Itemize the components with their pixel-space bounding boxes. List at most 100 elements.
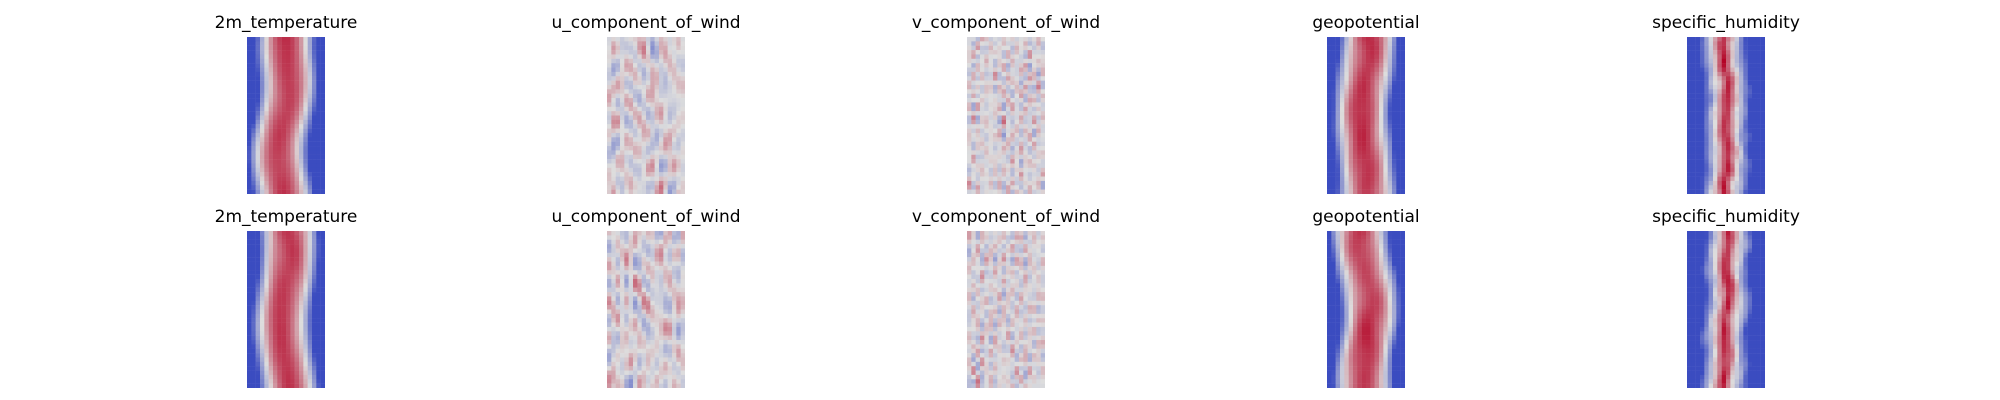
heatmap-cell [637,132,642,138]
heatmap-cell [984,132,989,138]
heatmap-cell [984,313,989,319]
heatmap-cell [607,89,612,94]
heatmap-cell [1704,150,1709,155]
heatmap-cell [268,283,274,288]
heatmap-cell [628,189,634,194]
heatmap-cell [1331,150,1336,155]
heatmap-cell [1036,318,1041,323]
heatmap-cell [659,132,664,138]
heatmap-cell [307,305,313,310]
heatmap-cell [988,137,994,142]
heatmap-cell [264,76,269,81]
heatmap-cell [967,244,972,249]
heatmap-cell [650,185,655,190]
heatmap-cell [993,98,998,103]
heatmap-cell [993,239,998,245]
heatmap-cell [672,300,677,306]
heatmap-cell [676,71,681,77]
heatmap-cell [316,326,321,332]
heatmap-cell [1019,318,1024,323]
heatmap-cell [607,146,612,151]
heatmap-cell [277,374,282,380]
heatmap-cell [971,93,976,99]
heatmap-cell [303,313,308,319]
heatmap-cell [299,80,304,86]
heatmap-cell [641,248,647,254]
heatmap-cell [1353,172,1358,177]
heatmap-cell [1687,41,1692,46]
heatmap-cell [997,76,1002,81]
heatmap-cell [659,361,664,367]
heatmap-cell [251,366,256,371]
heatmap-cell [971,150,976,155]
heatmap-cell [312,357,317,363]
heatmap-cell [260,41,265,46]
heatmap-cell [1014,89,1020,94]
heatmap-cell [624,344,629,349]
heatmap-cell [1396,84,1401,90]
heatmap-cell [1006,102,1011,107]
heatmap-cell [984,335,989,341]
heatmap-cell [628,244,634,249]
heatmap-cell [615,146,621,151]
heatmap-cell [281,248,287,254]
heatmap-cell [1730,76,1735,81]
heatmap-cell [993,185,998,190]
heatmap-cell [624,278,629,284]
heatmap-cell [260,305,265,310]
heatmap-cell [1335,45,1341,51]
heatmap-cell [624,176,629,182]
heatmap-cell [1374,185,1380,190]
heatmap-cell [984,41,989,46]
heatmap-cell [1006,167,1011,173]
heatmap-cell [637,357,642,363]
heatmap-cell [650,124,655,129]
heatmap-cell [1366,159,1371,164]
heatmap-cell [1400,50,1405,55]
heatmap-cell [247,379,252,384]
heatmap-cell [1040,76,1045,81]
heatmap-cell [1010,50,1015,55]
heatmap-cell [1366,37,1371,42]
heatmap-cell [264,154,269,160]
heatmap-cell [988,326,994,332]
heatmap-cell [607,361,612,367]
heatmap-cell [667,348,673,354]
heatmap-cell [277,180,282,186]
heatmap-cell [277,287,282,293]
heatmap-cell [264,111,269,116]
heatmap-cell [967,89,972,94]
heatmap-cell [1040,274,1045,280]
heatmap-cell [281,132,287,138]
heatmap-cell [1392,63,1397,68]
heatmap-cell [1019,54,1024,60]
heatmap-cell [984,71,989,77]
heatmap-cell [1023,248,1028,254]
heatmap-cell [312,265,317,271]
heatmap-cell [307,270,313,275]
heatmap-cell [1023,89,1028,94]
heatmap-cell [988,93,994,99]
heatmap-cell [273,67,278,73]
heatmap-cell [624,348,629,354]
heatmap-cell [303,348,308,354]
heatmap-cell [607,231,612,236]
heatmap-cell [1700,89,1705,94]
heatmap-cell [303,379,308,384]
heatmap-cell [997,119,1002,125]
heatmap-cell [1717,132,1722,138]
heatmap-cell [255,71,261,77]
heatmap-cell [1010,261,1015,267]
heatmap-cell [620,98,625,103]
heatmap-cell [676,379,681,384]
heatmap-cell [620,119,625,125]
heatmap-cell [294,37,300,42]
heatmap-cell [277,137,282,142]
heatmap-cell [607,63,612,68]
heatmap-cell [1353,146,1358,151]
heatmap-cell [615,37,621,42]
heatmap-cell [607,137,612,142]
heatmap-cell [1036,331,1041,336]
heatmap-cell [320,313,325,319]
heatmap-cell [1752,54,1757,60]
